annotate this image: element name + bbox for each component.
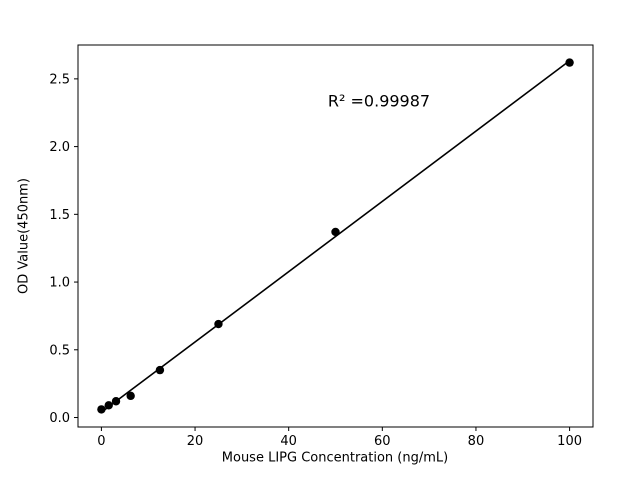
x-tick-label: 80 [468,434,485,449]
data-point [126,391,135,401]
data-point [214,319,223,329]
data-point [97,405,106,414]
r-squared-annotation: R² =0.99987 [327,91,431,111]
x-tick-label: 60 [374,434,391,449]
data-point [565,58,574,67]
x-tick-label: 40 [280,434,297,449]
data-point [111,397,121,406]
data-point [331,227,340,237]
y-axis-label: OD Value(450nm) [16,178,32,294]
y-tick-label: 1.0 [49,276,70,291]
y-tick-label: 0.5 [49,343,70,358]
x-tick-label: 100 [557,434,582,449]
fit-line [100,60,571,413]
plot-frame [77,44,594,428]
y-tick-label: 2.5 [49,72,70,87]
x-axis-label: Mouse LIPG Concentration (ng/mL) [221,450,449,466]
x-tick-label: 0 [97,434,105,449]
data-point [155,365,165,375]
y-tick-label: 1.5 [49,208,70,223]
x-tick-label: 20 [187,434,204,449]
data-point [104,401,113,410]
y-tick-label: 0.0 [49,411,70,426]
y-tick-label: 2.0 [49,140,70,155]
